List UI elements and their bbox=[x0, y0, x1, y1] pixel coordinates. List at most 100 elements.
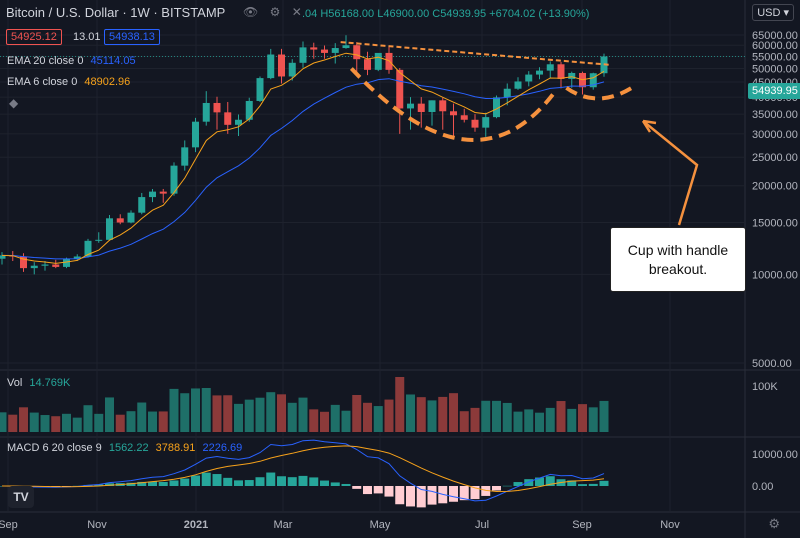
y-tick-label: 35000.00 bbox=[752, 109, 798, 121]
tradingview-logo[interactable]: TV bbox=[8, 486, 34, 508]
volume-bar bbox=[255, 397, 265, 432]
collapse-indicators-icon[interactable]: ◆ bbox=[9, 96, 19, 110]
macd-tick-label: 0.00 bbox=[752, 481, 773, 493]
volume-bar bbox=[180, 393, 190, 432]
volume-bar bbox=[83, 405, 93, 432]
macd-histogram-bar bbox=[384, 486, 394, 497]
volume-bar bbox=[115, 414, 125, 432]
macd-histogram-bar bbox=[416, 486, 426, 508]
macd-histogram-bar bbox=[158, 481, 168, 486]
candle-body bbox=[321, 49, 328, 53]
y-tick-label: 30000.00 bbox=[752, 129, 798, 141]
x-tick-label: 2021 bbox=[184, 519, 208, 531]
volume-bar bbox=[191, 388, 200, 432]
macd-histogram-bar bbox=[330, 482, 340, 486]
candle-body bbox=[106, 218, 113, 240]
volume-bar bbox=[287, 402, 297, 432]
volume-bar bbox=[395, 377, 405, 432]
candle-body bbox=[460, 115, 468, 120]
macd-histogram-bar bbox=[524, 479, 534, 486]
volume-bar bbox=[449, 393, 458, 432]
candle-body bbox=[568, 72, 576, 79]
candle-body bbox=[417, 103, 425, 112]
ohlc-readout: .04 H56168.00 L46900.00 C54939.95 +6704.… bbox=[302, 8, 590, 20]
volume-value: 14.769K bbox=[29, 377, 71, 389]
volume-bar bbox=[470, 407, 480, 432]
macd-histogram-bar bbox=[427, 486, 437, 505]
macd-value-1: 1562.22 bbox=[108, 442, 149, 454]
volume-bar bbox=[223, 395, 233, 432]
candle-body bbox=[439, 100, 447, 112]
volume-bar bbox=[234, 403, 243, 432]
candle-body bbox=[73, 256, 81, 259]
volume-bar bbox=[126, 411, 136, 432]
candle-body bbox=[267, 54, 275, 79]
candle-body bbox=[525, 74, 533, 82]
candle-body bbox=[20, 256, 27, 269]
macd-histogram-bar bbox=[105, 483, 114, 486]
ema6-label[interactable]: EMA 6 close 0 48902.96 bbox=[7, 76, 130, 88]
candle-body bbox=[159, 191, 167, 194]
candle-body bbox=[213, 102, 221, 113]
settings-gear-icon[interactable]: ⚙ bbox=[768, 516, 780, 531]
volume-bar bbox=[212, 395, 222, 432]
candle-body bbox=[396, 69, 404, 109]
x-tick-label: May bbox=[370, 519, 391, 531]
candle-body bbox=[471, 119, 479, 128]
volume-bar bbox=[158, 411, 168, 432]
volume-bar bbox=[320, 411, 329, 432]
macd-histogram-bar bbox=[266, 472, 276, 486]
volume-bar bbox=[244, 399, 254, 432]
macd-histogram-bar bbox=[234, 480, 243, 486]
volume-bar bbox=[169, 388, 179, 432]
macd-histogram-bar bbox=[373, 486, 383, 494]
close-icon[interactable]: ✕ bbox=[291, 5, 302, 19]
volume-name: Vol bbox=[7, 377, 23, 389]
candle-body bbox=[235, 119, 242, 125]
macd-histogram-bar bbox=[513, 482, 523, 486]
macd-histogram-bar bbox=[223, 477, 233, 486]
macd-histogram-bar bbox=[449, 486, 458, 502]
ask-price-box[interactable]: 54938.13 bbox=[104, 29, 160, 45]
macd-histogram-bar bbox=[352, 486, 362, 489]
candle-body bbox=[170, 165, 178, 194]
candle-body bbox=[589, 73, 597, 88]
callout-arrow bbox=[642, 120, 699, 226]
bid-price-box[interactable]: 54925.12 bbox=[6, 29, 62, 45]
resistance-trendline bbox=[340, 41, 610, 66]
volume-bar bbox=[578, 404, 587, 432]
ema20-label[interactable]: EMA 20 close 0 45114.05 bbox=[7, 55, 136, 67]
annotation-callout[interactable]: Cup with handle breakout. bbox=[610, 227, 746, 292]
macd-name: MACD 6 20 close 9 bbox=[7, 442, 102, 454]
volume-bar bbox=[19, 407, 28, 432]
ema6-value: 48902.96 bbox=[84, 76, 131, 88]
candle-body bbox=[127, 212, 135, 223]
x-tick-label: Mar bbox=[274, 519, 293, 531]
y-tick-label: 10000.00 bbox=[752, 269, 798, 281]
volume-bar bbox=[105, 397, 114, 432]
macd-line bbox=[1, 439, 605, 502]
candle-body bbox=[181, 147, 189, 166]
symbol-title[interactable]: Bitcoin / U.S. Dollar · 1W · BITSTAMP bbox=[6, 5, 225, 20]
candle-body bbox=[52, 264, 60, 267]
symbol-name[interactable]: Bitcoin / U.S. Dollar · 1W · BITSTAMP bbox=[6, 5, 226, 20]
candle-body bbox=[353, 45, 361, 60]
macd-histogram-bar bbox=[320, 480, 329, 486]
macd-histogram-bar bbox=[255, 477, 265, 486]
volume-label[interactable]: Vol 14.769K bbox=[7, 377, 70, 389]
candle-body bbox=[149, 191, 156, 198]
macd-histogram-bar bbox=[502, 485, 512, 487]
volume-bar bbox=[599, 400, 609, 432]
gear-icon[interactable]: ⚙ bbox=[269, 5, 281, 19]
macd-label[interactable]: MACD 6 20 close 9 1562.22 3788.91 2226.6… bbox=[7, 442, 242, 454]
macd-histogram-bar bbox=[535, 477, 544, 486]
volume-bar bbox=[40, 415, 50, 432]
eye-icon[interactable]: 👁 bbox=[243, 5, 259, 19]
currency-button[interactable]: USD ▾ bbox=[752, 4, 794, 21]
x-tick-label: Sep bbox=[0, 519, 18, 531]
macd-histogram-bar bbox=[481, 486, 491, 496]
candle-body bbox=[482, 117, 490, 128]
macd-histogram-bar bbox=[578, 484, 587, 486]
candle-body bbox=[342, 45, 350, 49]
